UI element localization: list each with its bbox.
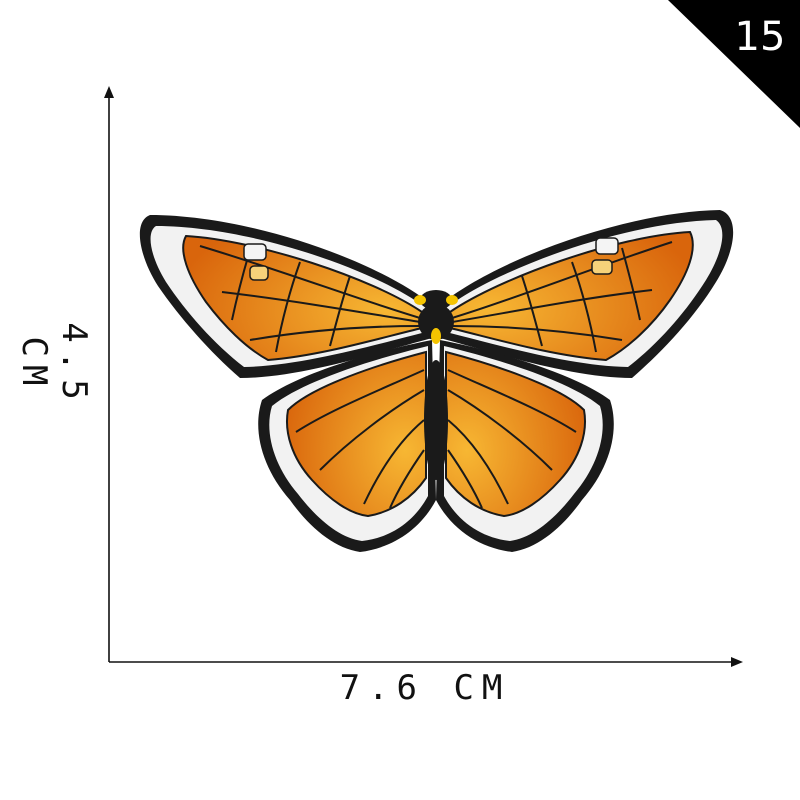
left-forewing	[139, 215, 432, 378]
up-arrow-icon	[104, 86, 114, 98]
height-dimension-label: 4.5 CM	[14, 322, 94, 408]
left-hindwing	[258, 340, 436, 552]
butterfly-patch	[139, 210, 734, 552]
badge-number: 15	[734, 14, 786, 60]
width-dimension-label: 7.6 CM	[339, 668, 511, 708]
right-arrow-icon	[731, 657, 743, 667]
butterfly-body	[414, 290, 458, 480]
right-hindwing	[436, 340, 614, 552]
right-forewing	[440, 210, 734, 378]
dimension-axes	[108, 94, 735, 663]
corner-badge	[668, 0, 800, 128]
